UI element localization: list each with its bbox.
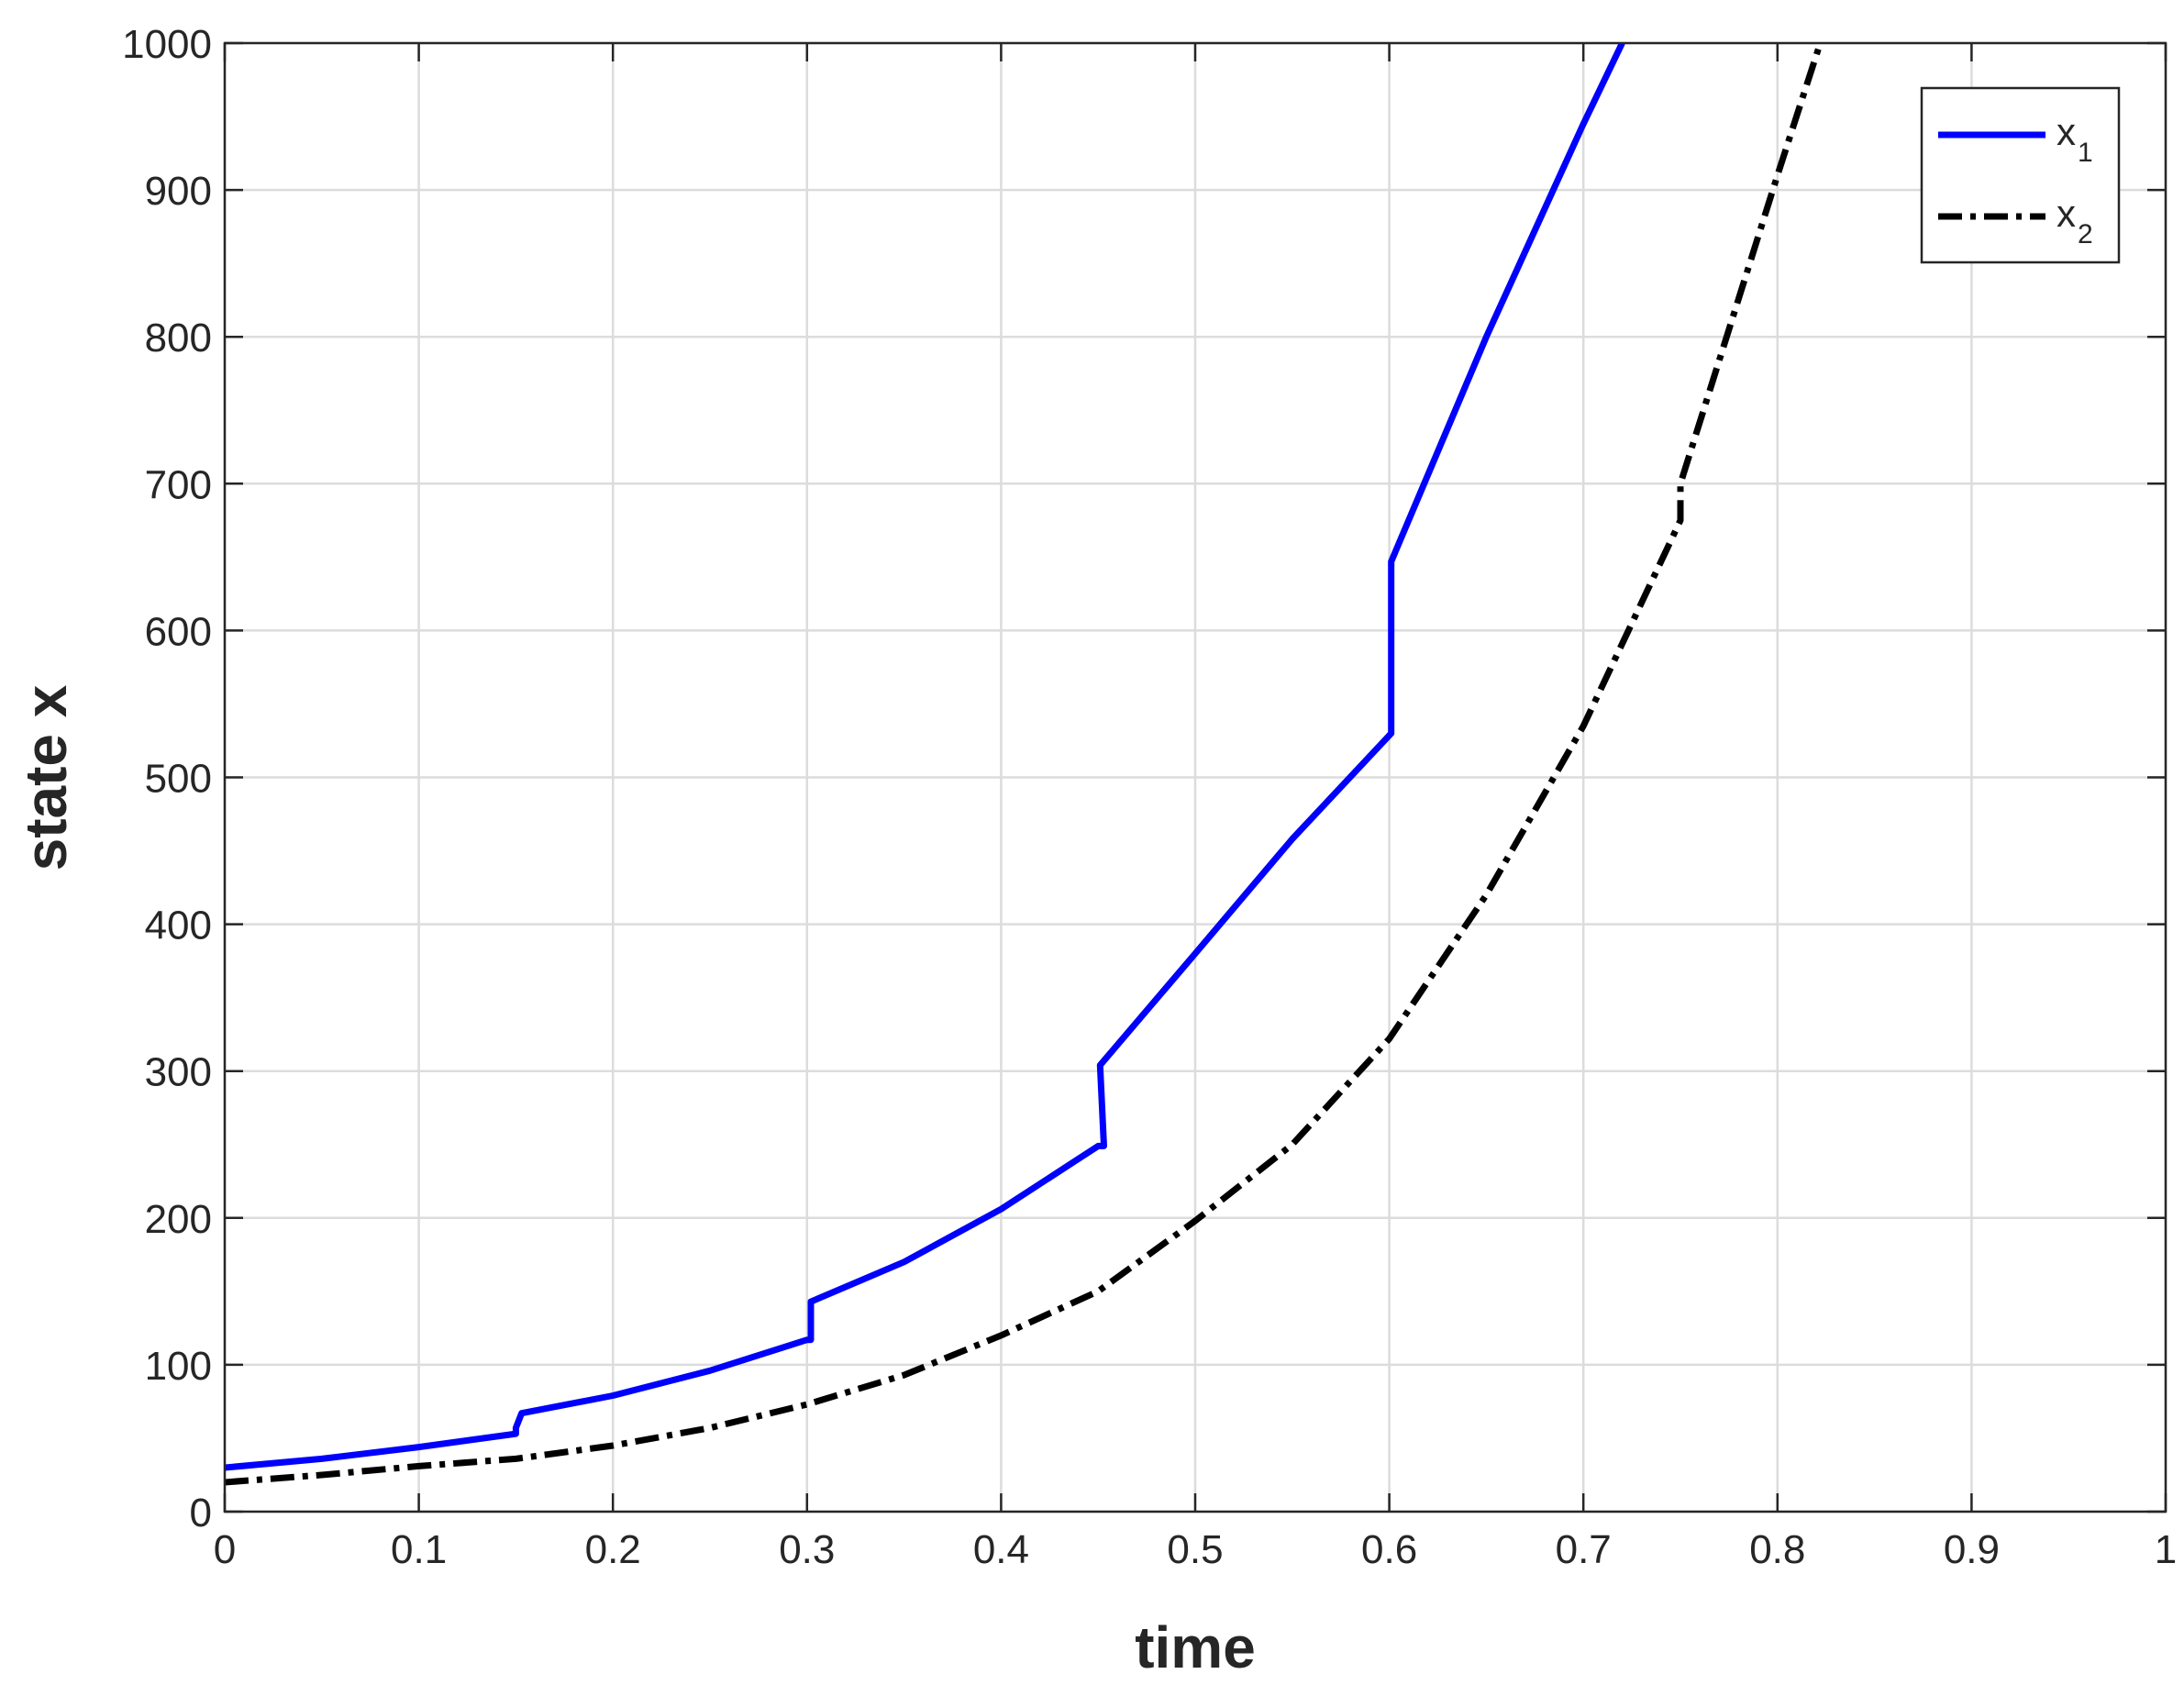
legend: x1 x2 (1920, 86, 2121, 264)
series-layer (225, 43, 1824, 1486)
y-tick-label: 100 (145, 1344, 212, 1389)
x-tick-label: 0.2 (585, 1527, 641, 1572)
y-tick-label: 0 (190, 1491, 212, 1535)
y-tick-label: 700 (145, 462, 212, 507)
y-tick-label: 600 (145, 609, 212, 654)
x-tick-label: 0.5 (1167, 1527, 1223, 1572)
x-tick-label: 0.9 (1944, 1527, 2000, 1572)
y-tick-label: 400 (145, 903, 212, 948)
x-tick-label: 0 (214, 1527, 236, 1572)
legend-label-x1: x1 (2057, 110, 2093, 168)
ticks (223, 41, 2167, 1513)
x-tick-label: 0.1 (391, 1527, 447, 1572)
x-tick-label: 0.6 (1361, 1527, 1417, 1572)
x-tick-label: 0.7 (1556, 1527, 1612, 1572)
legend-label-x2-name: x (2057, 192, 2076, 235)
x-axis-title: time (1135, 1614, 1256, 1680)
y-tick-label: 900 (145, 169, 212, 214)
y-tick-label: 500 (145, 757, 212, 802)
y-tick-label: 1000 (122, 22, 212, 67)
x-tick-label: 0.3 (779, 1527, 835, 1572)
y-tick-label: 800 (145, 316, 212, 360)
legend-box (1920, 86, 2121, 264)
series-line-x1 (225, 43, 1625, 1471)
y-tick-label: 300 (145, 1050, 212, 1095)
legend-label-x1-name: x (2057, 110, 2076, 153)
tick-labels: 0 0.1 0.2 0.3 0.4 0.5 0.6 0.7 0.8 0.9 1 0 100 200 300 4… (122, 22, 2177, 1572)
legend-label-x2: x2 (2057, 192, 2093, 249)
y-axis-title: state x (13, 684, 79, 870)
x-tick-label: 0.8 (1749, 1527, 1805, 1572)
x-tick-label: 0.4 (973, 1527, 1029, 1572)
legend-label-x1-subscript: 1 (2078, 138, 2093, 168)
y-tick-label: 200 (145, 1197, 212, 1242)
legend-label-x2-subscript: 2 (2078, 219, 2093, 249)
x-tick-label: 1 (2155, 1527, 2177, 1572)
series-line-x2 (225, 43, 1824, 1486)
